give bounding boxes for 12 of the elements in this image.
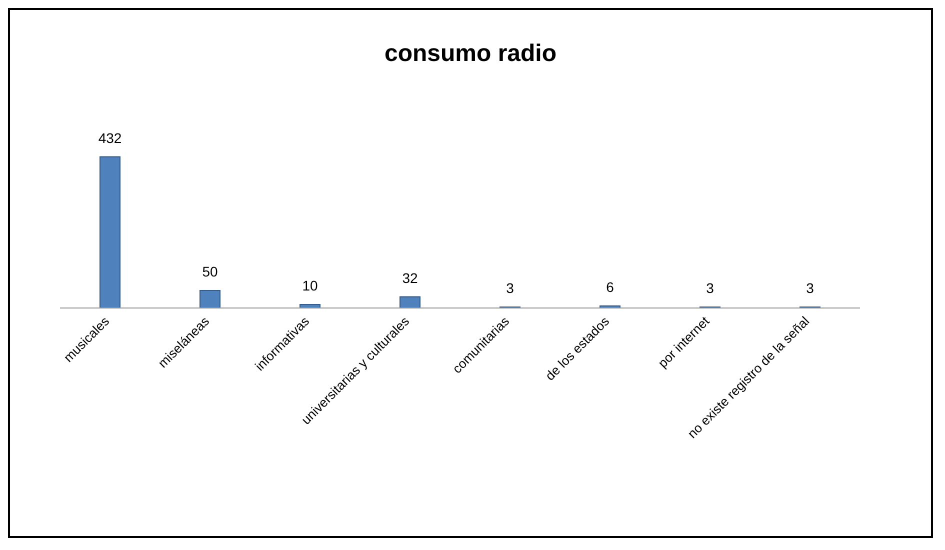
data-label: 10 (302, 278, 318, 294)
data-label: 50 (202, 264, 218, 280)
data-label: 6 (606, 278, 614, 295)
bar (400, 296, 420, 308)
data-label: 432 (98, 130, 122, 146)
bar (200, 290, 220, 308)
bar (100, 156, 120, 308)
chart-title: consumo radio (383, 40, 558, 68)
data-label: 3 (806, 280, 814, 296)
data-label: 32 (402, 270, 418, 286)
data-label: 3 (506, 280, 514, 296)
data-label: 3 (706, 280, 714, 296)
